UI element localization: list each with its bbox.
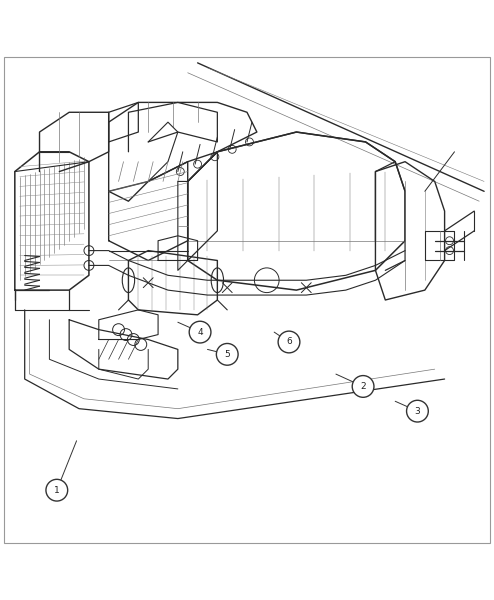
Circle shape [352,376,374,397]
Text: 1: 1 [54,485,60,494]
Circle shape [216,343,238,365]
Text: 5: 5 [224,350,230,359]
Text: 2: 2 [360,382,366,391]
Circle shape [46,479,68,501]
Text: 4: 4 [197,328,203,337]
Circle shape [407,400,428,422]
Circle shape [278,331,300,353]
Circle shape [189,321,211,343]
Text: 3: 3 [414,407,420,416]
Text: 6: 6 [286,337,292,346]
